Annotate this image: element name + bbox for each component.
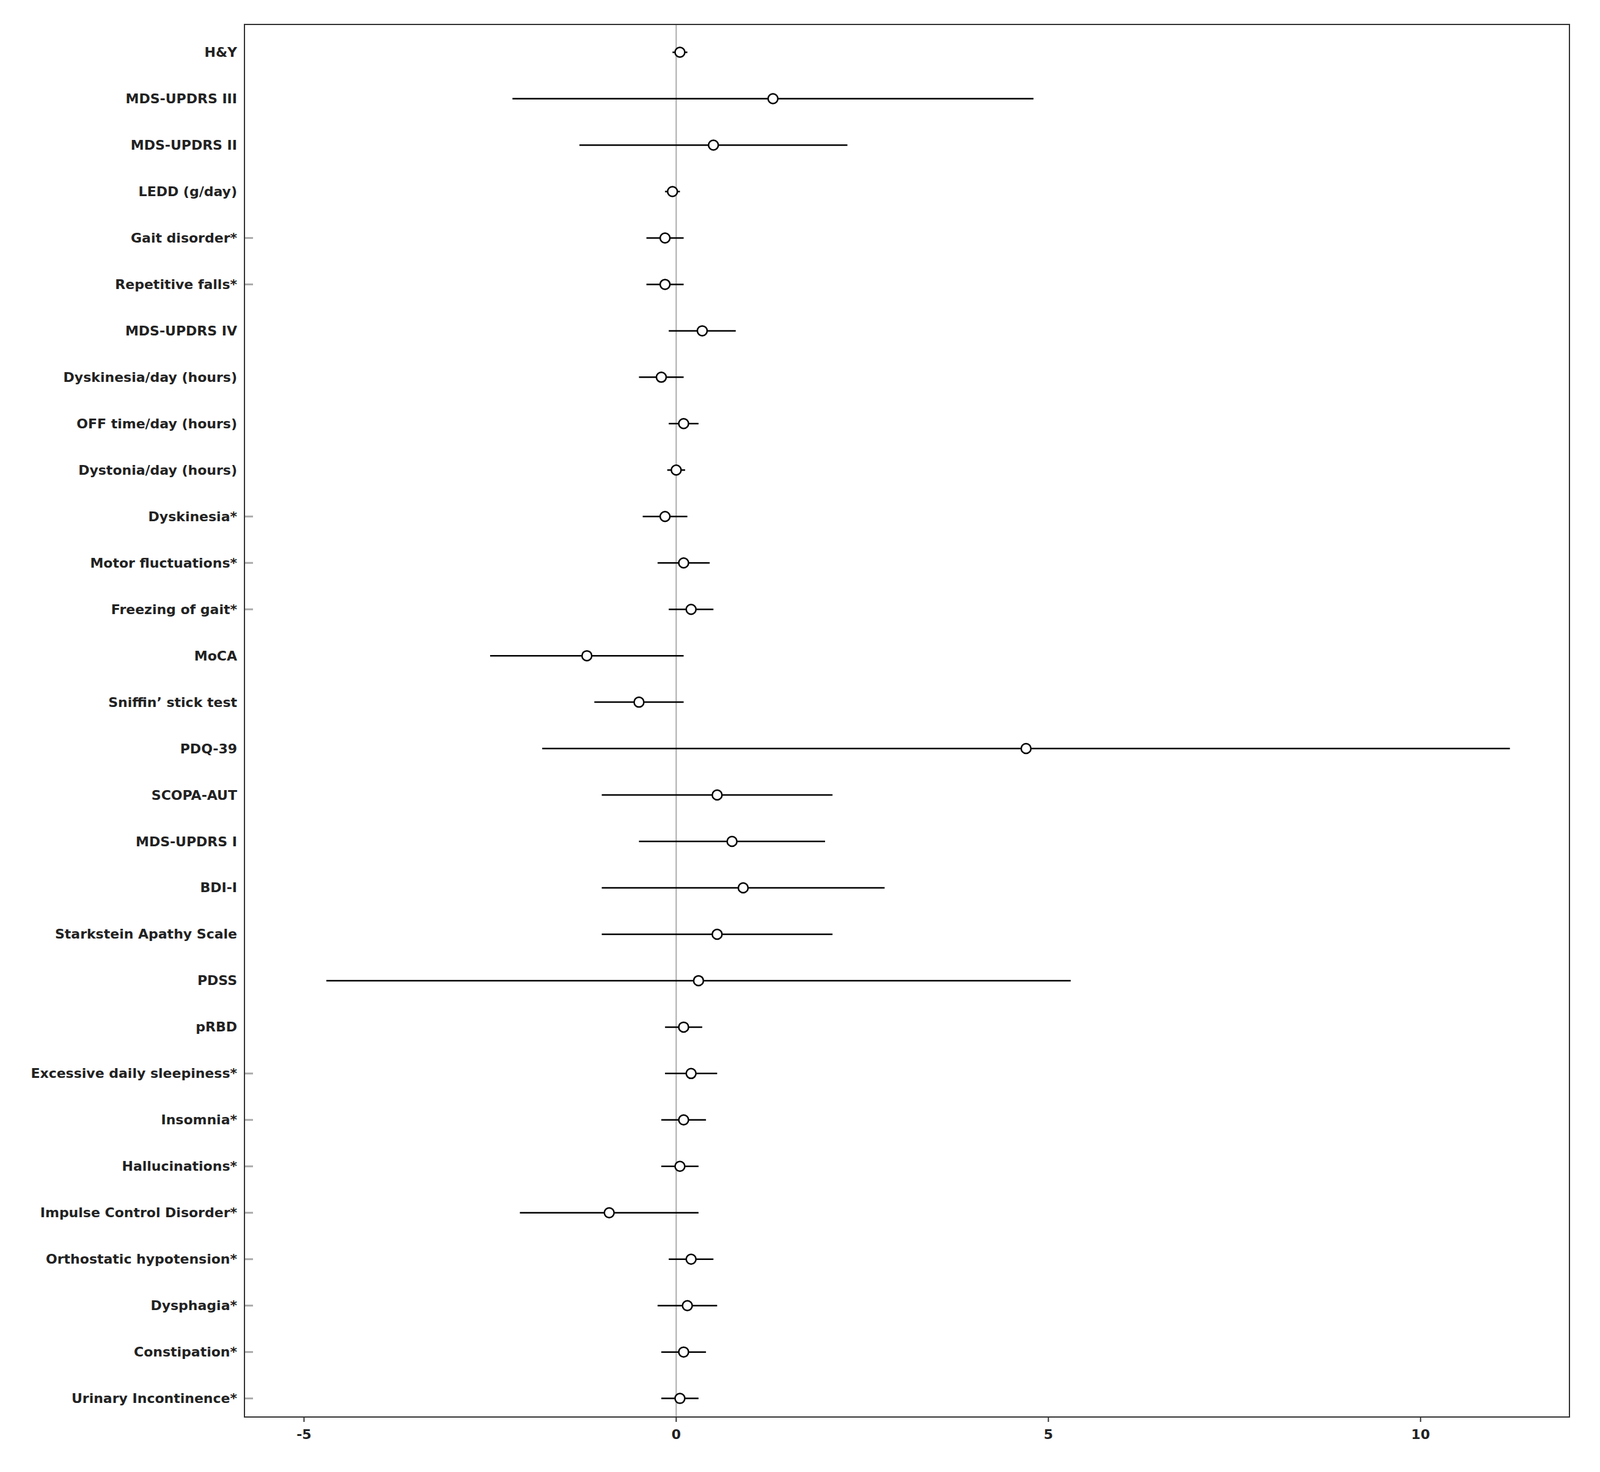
category-label: LEDD (g/day) xyxy=(138,183,238,200)
estimate-point xyxy=(682,1301,693,1311)
x-tick-label: -5 xyxy=(296,1427,312,1443)
binary-marker xyxy=(244,1211,254,1214)
chart: H&Y MDS-UPDRS III MDS-UPDRS II LEDD (g/day)… xyxy=(0,0,1600,1472)
category-label: MDS-UPDRS I xyxy=(135,834,238,850)
binary-marker xyxy=(244,608,254,611)
category-label: MDS-UPDRS III xyxy=(125,91,238,107)
estimate-point xyxy=(686,1068,697,1079)
plot-frame xyxy=(244,24,1570,1418)
estimate-point xyxy=(678,418,689,429)
category-label: Hallucinations* xyxy=(121,1158,238,1175)
binary-marker xyxy=(244,1119,254,1121)
category-label: Freezing of gait* xyxy=(111,601,238,618)
category-label: OFF time/day (hours) xyxy=(76,416,238,432)
estimate-point xyxy=(604,1208,615,1219)
estimate-point xyxy=(660,511,670,522)
estimate-point xyxy=(1021,743,1032,754)
x-tick-label: 5 xyxy=(1043,1427,1054,1443)
plot-area xyxy=(244,24,1570,1418)
binary-marker xyxy=(244,1258,254,1261)
category-label: Dyskinesia/day (hours) xyxy=(63,369,238,386)
category-label: PDSS xyxy=(197,972,238,989)
estimate-point xyxy=(667,186,678,197)
binary-marker xyxy=(244,1072,254,1075)
estimate-point xyxy=(656,372,667,382)
estimate-point xyxy=(711,790,722,800)
estimate-point xyxy=(678,557,689,568)
category-label: Excessive daily sleepiness* xyxy=(30,1065,238,1082)
estimate-point xyxy=(678,1022,689,1033)
estimate-point xyxy=(738,883,749,893)
category-label: Impulse Control Disorder* xyxy=(40,1205,238,1221)
estimate-point xyxy=(686,1254,697,1265)
estimate-point xyxy=(686,604,697,615)
category-label: Gait disorder* xyxy=(130,230,238,246)
estimate-point xyxy=(675,1161,686,1172)
estimate-point xyxy=(581,650,592,661)
estimate-point xyxy=(708,140,719,151)
x-tick xyxy=(675,1417,677,1423)
category-label: Dyskinesia* xyxy=(148,509,238,525)
x-tick xyxy=(1419,1417,1421,1423)
binary-marker xyxy=(244,1397,254,1400)
estimate-point xyxy=(693,976,704,986)
category-label: Sniffin’ stick test xyxy=(108,694,238,711)
category-label: Dystonia/day (hours) xyxy=(78,462,238,478)
estimate-point xyxy=(675,1394,686,1404)
binary-marker xyxy=(244,283,254,286)
x-tick-label: 0 xyxy=(671,1427,681,1443)
estimate-point xyxy=(634,697,645,708)
category-label: pRBD xyxy=(195,1019,238,1035)
estimate-point xyxy=(697,325,708,336)
category-label: MDS-UPDRS II xyxy=(130,137,238,153)
binary-marker xyxy=(244,1304,254,1307)
category-label: SCOPA-AUT xyxy=(151,787,238,804)
binary-marker xyxy=(244,515,254,518)
estimate-point xyxy=(675,47,686,58)
category-label: PDQ-39 xyxy=(180,741,238,757)
estimate-point xyxy=(660,232,670,243)
category-label: H&Y xyxy=(204,44,238,60)
x-tick xyxy=(303,1417,305,1423)
reference-line xyxy=(675,24,677,1418)
estimate-point xyxy=(671,465,681,475)
estimate-point xyxy=(660,279,670,290)
x-tick xyxy=(1047,1417,1049,1423)
binary-marker xyxy=(244,562,254,565)
category-label: Repetitive falls* xyxy=(114,276,238,293)
category-label: Urinary Incontinence* xyxy=(71,1390,238,1407)
category-label: Orthostatic hypotension* xyxy=(45,1251,238,1267)
category-label: Insomnia* xyxy=(160,1112,238,1128)
category-label: BDI-I xyxy=(199,880,238,896)
binary-marker xyxy=(244,237,254,239)
category-label: MoCA xyxy=(194,648,238,664)
category-label: Constipation* xyxy=(133,1344,238,1360)
estimate-point xyxy=(678,1347,689,1358)
category-label: Dysphagia* xyxy=(150,1298,238,1314)
estimate-point xyxy=(768,94,778,104)
category-label: Starkstein Apathy Scale xyxy=(55,926,238,942)
category-label: Motor fluctuations* xyxy=(89,555,238,571)
estimate-point xyxy=(727,836,738,847)
plot-marks xyxy=(326,24,1511,1418)
estimate-point xyxy=(678,1115,689,1126)
estimate-point xyxy=(711,929,722,940)
binary-marker xyxy=(244,1351,254,1354)
x-tick-label: 10 xyxy=(1411,1427,1431,1443)
binary-marker xyxy=(244,1165,254,1168)
category-label: MDS-UPDRS IV xyxy=(125,323,238,339)
